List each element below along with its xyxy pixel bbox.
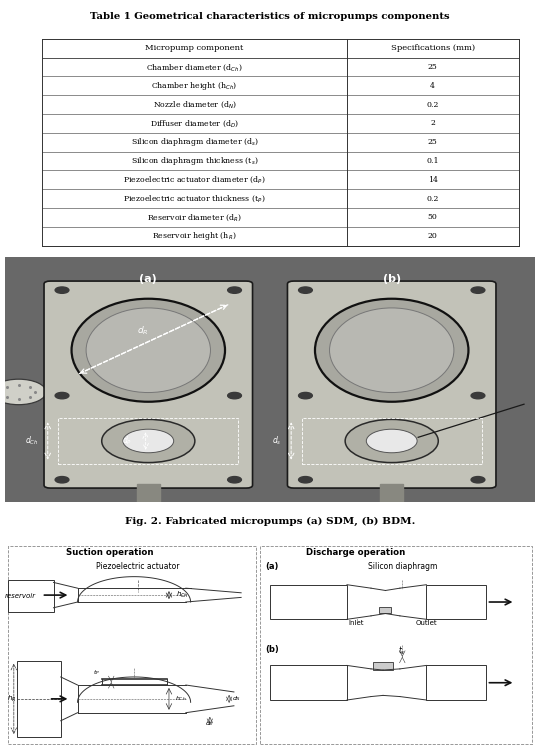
Bar xyxy=(137,484,160,502)
Bar xyxy=(427,665,487,700)
Text: $h_{Ch}$: $h_{Ch}$ xyxy=(176,590,189,600)
Circle shape xyxy=(345,420,438,463)
Text: $d_D$: $d_D$ xyxy=(205,719,214,727)
Text: (a): (a) xyxy=(139,274,157,284)
Circle shape xyxy=(228,287,241,293)
Text: Chamber height (h$_{Ch}$): Chamber height (h$_{Ch}$) xyxy=(152,80,238,91)
Text: Piezoelectric actuator diameter (d$_P$): Piezoelectric actuator diameter (d$_P$) xyxy=(123,175,266,185)
Circle shape xyxy=(55,287,69,293)
Text: Silicon diaphragm diameter (d$_s$): Silicon diaphragm diameter (d$_s$) xyxy=(131,136,259,148)
Text: Nozzle diameter (d$_N$): Nozzle diameter (d$_N$) xyxy=(153,99,237,110)
Text: $h_R$: $h_R$ xyxy=(6,694,16,704)
Text: Suction operation: Suction operation xyxy=(65,548,153,557)
FancyBboxPatch shape xyxy=(44,281,253,488)
Bar xyxy=(8,546,255,744)
Circle shape xyxy=(299,392,312,399)
Circle shape xyxy=(366,429,417,453)
Circle shape xyxy=(471,476,485,483)
Circle shape xyxy=(55,476,69,483)
Text: (a): (a) xyxy=(265,562,279,571)
Text: Fig. 2. Fabricated micropumps (a) SDM, (b) BDM.: Fig. 2. Fabricated micropumps (a) SDM, (… xyxy=(125,517,415,526)
Text: 0.1: 0.1 xyxy=(427,157,439,165)
Text: reservoir: reservoir xyxy=(4,593,36,600)
Bar xyxy=(8,580,53,612)
Text: Silicon diaphragm thickness (t$_s$): Silicon diaphragm thickness (t$_s$) xyxy=(131,155,259,167)
Text: Micropump component: Micropump component xyxy=(145,45,244,52)
Text: Diffuser diameter (d$_D$): Diffuser diameter (d$_D$) xyxy=(150,118,239,129)
Bar xyxy=(302,418,482,463)
Circle shape xyxy=(0,380,46,404)
Text: Piezoelectric actuator: Piezoelectric actuator xyxy=(96,562,179,571)
Text: Table 1 Geometrical characteristics of micropumps components: Table 1 Geometrical characteristics of m… xyxy=(90,12,450,21)
Text: $h_{Ch}$: $h_{Ch}$ xyxy=(175,695,186,703)
Text: $d_s$: $d_s$ xyxy=(272,435,282,448)
Bar xyxy=(260,546,532,744)
Circle shape xyxy=(102,420,195,463)
Bar xyxy=(374,662,393,670)
Bar xyxy=(270,665,347,700)
Bar xyxy=(17,661,60,737)
Text: $d_R$: $d_R$ xyxy=(137,324,148,336)
Text: 0.2: 0.2 xyxy=(427,101,439,109)
Ellipse shape xyxy=(315,299,469,401)
Text: $d_{Ch}$: $d_{Ch}$ xyxy=(25,435,39,448)
Ellipse shape xyxy=(329,308,454,392)
Text: Discharge operation: Discharge operation xyxy=(306,548,406,557)
Text: 25: 25 xyxy=(428,63,437,71)
Circle shape xyxy=(299,287,312,293)
Text: Outlet: Outlet xyxy=(416,621,437,627)
Circle shape xyxy=(471,392,485,399)
Circle shape xyxy=(471,287,485,293)
Circle shape xyxy=(228,392,241,399)
FancyBboxPatch shape xyxy=(287,281,496,488)
Bar xyxy=(380,484,403,502)
Text: 2: 2 xyxy=(430,119,435,128)
Circle shape xyxy=(123,429,174,453)
Text: Reservoir height (h$_R$): Reservoir height (h$_R$) xyxy=(152,231,237,243)
Circle shape xyxy=(55,392,69,399)
Text: 50: 50 xyxy=(428,213,437,222)
Text: Chamber diameter (d$_{Ch}$): Chamber diameter (d$_{Ch}$) xyxy=(146,61,243,73)
Text: $t_s$: $t_s$ xyxy=(399,645,406,657)
Bar xyxy=(380,607,392,613)
Text: 14: 14 xyxy=(428,176,437,184)
Text: Piezoelectric actuator thickness (t$_P$): Piezoelectric actuator thickness (t$_P$) xyxy=(123,194,266,204)
Bar xyxy=(270,584,347,619)
Text: (b): (b) xyxy=(383,274,401,284)
Circle shape xyxy=(228,476,241,483)
Text: Silicon diaphragm: Silicon diaphragm xyxy=(368,562,437,571)
Text: Specifications (mm): Specifications (mm) xyxy=(390,45,475,52)
Ellipse shape xyxy=(86,308,211,392)
Text: (b): (b) xyxy=(265,645,279,654)
Text: $d_N$: $d_N$ xyxy=(232,695,241,703)
Text: 20: 20 xyxy=(428,232,437,240)
Text: Reservoir diameter (d$_R$): Reservoir diameter (d$_R$) xyxy=(147,212,242,223)
Text: $t_P$: $t_P$ xyxy=(93,668,100,677)
Bar xyxy=(427,584,487,619)
Bar xyxy=(58,418,238,463)
Circle shape xyxy=(299,476,312,483)
Text: 25: 25 xyxy=(428,138,437,146)
Text: 0.2: 0.2 xyxy=(427,195,439,203)
Ellipse shape xyxy=(72,299,225,401)
Text: Inlet: Inlet xyxy=(349,621,365,627)
Text: 4: 4 xyxy=(430,82,435,90)
Text: $d_P$: $d_P$ xyxy=(122,435,132,448)
